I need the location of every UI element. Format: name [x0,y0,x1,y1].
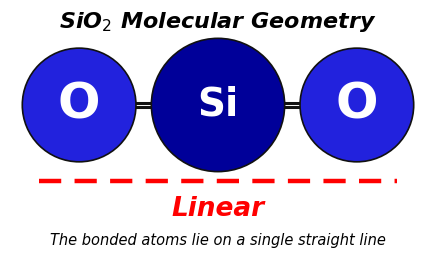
Ellipse shape [151,38,285,172]
Text: The bonded atoms lie on a single straight line: The bonded atoms lie on a single straigh… [50,233,386,248]
Ellipse shape [22,48,136,162]
Text: Si: Si [198,86,238,124]
Text: O: O [58,81,100,129]
Text: Linear: Linear [171,196,265,222]
Text: O: O [336,81,378,129]
Text: SiO$_2$ Molecular Geometry: SiO$_2$ Molecular Geometry [59,10,377,34]
Ellipse shape [300,48,414,162]
